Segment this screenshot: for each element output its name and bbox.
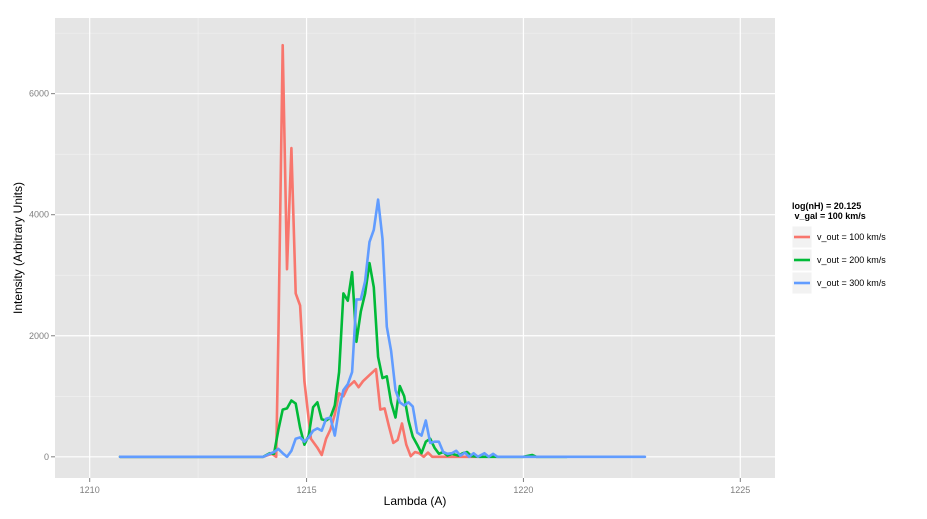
- series-line-2: [118, 261, 569, 459]
- y-tick-label: 4000: [29, 210, 49, 220]
- y-tick-label: 0: [44, 452, 49, 462]
- grid-minor: [55, 18, 775, 478]
- legend-title-line-1: log(nH) = 20.125: [792, 201, 861, 211]
- series-line-3: [118, 198, 647, 459]
- legend: log(nH) = 20.125 v_gal = 100 km/s v_out …: [791, 201, 886, 295]
- legend-label: v_out = 100 km/s: [817, 232, 886, 242]
- x-tick-label: 1210: [80, 485, 100, 495]
- y-axis-title: Intensity (Arbitrary Units): [11, 182, 25, 314]
- x-axis-title: Lambda (A): [384, 494, 447, 508]
- legend-title-line-2: v_gal = 100 km/s: [792, 211, 866, 221]
- y-tick-label: 6000: [29, 89, 49, 99]
- grid-major: [55, 18, 775, 478]
- legend-label: v_out = 200 km/s: [817, 255, 886, 265]
- legend-entries: v_out = 100 km/s v_out = 200 km/s v_out = …: [791, 225, 886, 295]
- series-lines: [118, 43, 647, 459]
- legend-label: v_out = 300 km/s: [817, 278, 886, 288]
- x-tick-label: 1225: [730, 485, 750, 495]
- y-axis: 0 2000 4000 6000: [29, 89, 55, 462]
- series-line-1: [118, 43, 482, 459]
- x-tick-label: 1220: [513, 485, 533, 495]
- y-tick-label: 2000: [29, 331, 49, 341]
- x-tick-label: 1215: [297, 485, 317, 495]
- x-axis: 1210 1215 1220 1225: [80, 478, 750, 495]
